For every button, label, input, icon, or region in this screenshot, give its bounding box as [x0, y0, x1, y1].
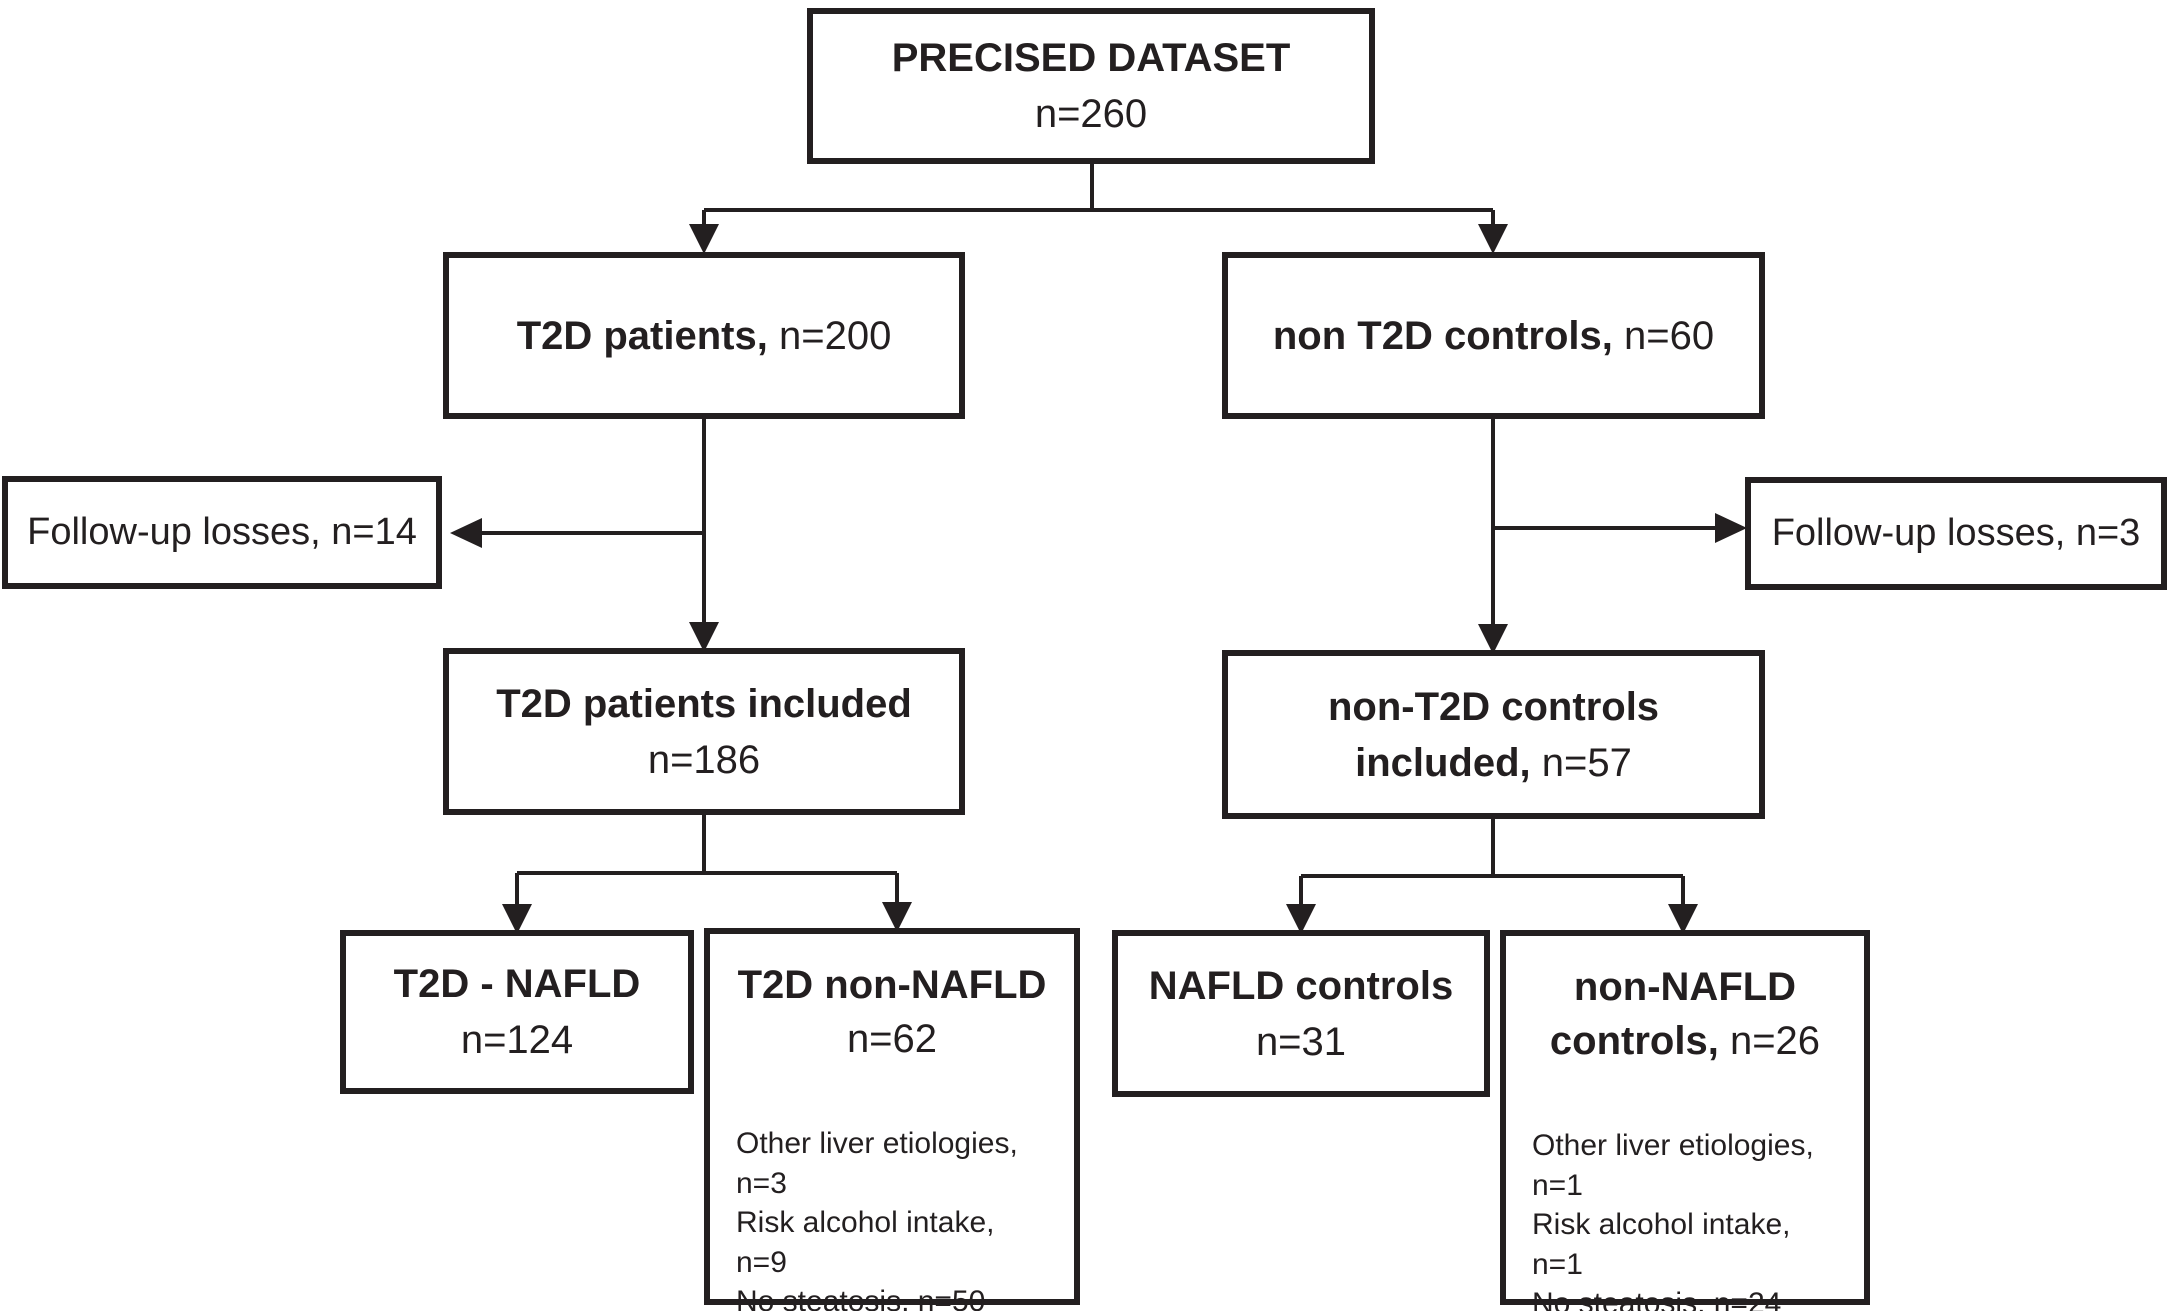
non-t2d-controls-included-title2: included,: [1355, 740, 1531, 785]
connector-non-t2d-included-split: [1299, 819, 1685, 908]
non-t2d-controls-title: non T2D controls,: [1272, 313, 1613, 358]
detail-line: n=3: [736, 1166, 787, 1200]
non-t2d-controls-n: n=60: [1624, 313, 1715, 358]
arrowhead-down-non-t2d-included: [1478, 624, 1508, 654]
box-non-t2d-controls-included: non-T2D controls included, n=57: [1222, 650, 1765, 819]
non-nafld-controls-line2: controls, n=26: [1550, 1014, 1820, 1068]
non-nafld-controls-title: non-NAFLD: [1573, 965, 1797, 1009]
t2d-patients-n: n=200: [778, 313, 892, 358]
box-nafld-controls: NAFLD controls n=31: [1112, 930, 1490, 1097]
detail-line: Other liver etiologies,: [736, 1127, 1018, 1160]
non-nafld-controls-details: Other liver etiologies, n=1 Risk alcohol…: [1506, 1126, 1864, 1311]
box-t2d-patients: T2D patients, n=200: [443, 252, 965, 419]
arrowhead-down-t2d-non-nafld: [882, 902, 912, 932]
t2d-non-nafld-n: n=62: [846, 1017, 938, 1061]
t2d-patients-title: T2D patients,: [516, 313, 768, 358]
box-precised-dataset: PRECISED DATASET n=260: [807, 8, 1375, 164]
followup-losses-left-text: Follow-up losses, n=14: [27, 510, 417, 553]
detail-line: n=9: [736, 1245, 787, 1279]
detail-line: No steatosis, n=50: [736, 1285, 986, 1311]
t2d-patients-line: T2D patients, n=200: [517, 308, 892, 364]
non-t2d-controls-line: non T2D controls, n=60: [1273, 308, 1714, 364]
t2d-nafld-n: n=124: [460, 1018, 574, 1062]
detail-line: Other liver etiologies,: [1532, 1129, 1814, 1162]
connector-t2d-down: [480, 419, 706, 626]
box-followup-losses-right: Follow-up losses, n=3: [1745, 477, 2167, 590]
detail-line: Risk alcohol intake,: [736, 1206, 995, 1240]
t2d-nafld-title: T2D - NAFLD: [393, 962, 641, 1006]
arrowhead-left-followup-left: [450, 518, 482, 548]
arrowhead-down-non-nafld-controls: [1668, 904, 1698, 934]
arrowhead-down-t2d-patients: [689, 224, 719, 254]
t2d-non-nafld-title: T2D non-NAFLD: [737, 963, 1047, 1007]
box-non-t2d-controls: non T2D controls, n=60: [1222, 252, 1765, 419]
non-t2d-controls-included-title: non-T2D controls: [1327, 684, 1660, 729]
connector-non-t2d-down: [1491, 419, 1717, 628]
t2d-patients-included-n: n=186: [647, 737, 761, 782]
box-t2d-non-nafld: T2D non-NAFLD n=62 Other liver etiologie…: [704, 928, 1080, 1311]
arrowhead-down-t2d-included: [689, 622, 719, 652]
non-nafld-controls-n: n=26: [1729, 1019, 1821, 1063]
precised-dataset-title: PRECISED DATASET: [891, 36, 1291, 80]
non-t2d-controls-included-n: n=57: [1541, 740, 1632, 785]
followup-losses-right-text: Follow-up losses, n=3: [1771, 511, 2141, 554]
arrowhead-down-nafld-controls: [1286, 904, 1316, 934]
detail-line: n=1: [1532, 1247, 1583, 1281]
precised-dataset-n: n=260: [1034, 92, 1148, 136]
t2d-patients-included-title: T2D patients included: [496, 681, 912, 726]
detail-line: Risk alcohol intake,: [1532, 1208, 1791, 1242]
connector-t2d-included-split: [515, 815, 899, 908]
connector-top-split: [702, 164, 1495, 228]
arrowhead-down-t2d-nafld: [502, 904, 532, 934]
detail-line: n=1: [1532, 1168, 1583, 1202]
t2d-non-nafld-details: Other liver etiologies, n=3 Risk alcohol…: [710, 1124, 1074, 1311]
box-t2d-nafld: T2D - NAFLD n=124: [340, 930, 694, 1094]
box-non-nafld-controls: non-NAFLD controls, n=26 Other liver eti…: [1500, 930, 1870, 1311]
box-followup-losses-left: Follow-up losses, n=14: [2, 476, 442, 589]
box-t2d-patients-included: T2D patients included n=186: [443, 648, 965, 815]
non-nafld-controls-title2: controls,: [1549, 1019, 1719, 1063]
arrowhead-right-followup-right: [1715, 513, 1747, 543]
nafld-controls-title: NAFLD controls: [1148, 963, 1454, 1008]
detail-line: No steatosis, n=24: [1532, 1287, 1782, 1311]
arrowhead-down-non-t2d-controls: [1478, 224, 1508, 254]
nafld-controls-n: n=31: [1255, 1019, 1347, 1064]
non-t2d-controls-included-line2: included, n=57: [1355, 735, 1632, 791]
